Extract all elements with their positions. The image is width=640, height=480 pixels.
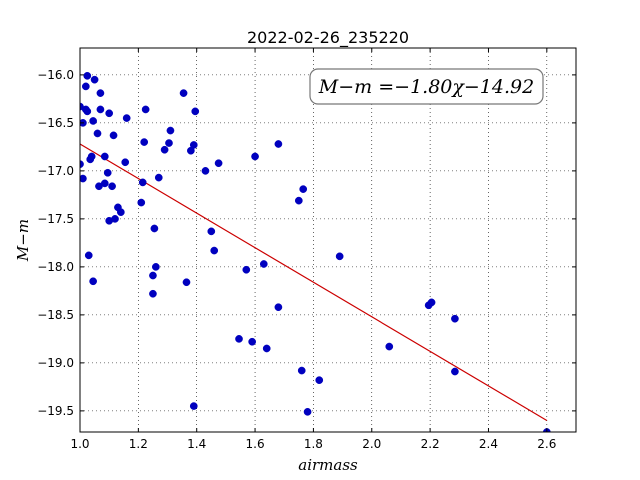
data-point [303, 407, 312, 416]
data-point [150, 224, 159, 233]
data-point [100, 152, 109, 161]
data-point [96, 105, 105, 114]
data-point [121, 158, 130, 167]
data-point [248, 337, 256, 346]
x-tick-label: 1.6 [246, 437, 265, 451]
data-point [451, 367, 459, 376]
data-point [297, 366, 306, 375]
data-point [80, 174, 87, 183]
data-point [116, 208, 125, 217]
data-point [109, 131, 118, 140]
chart-title: 2022-02-26_235220 [247, 28, 409, 48]
data-point [154, 173, 163, 182]
data-point [274, 303, 283, 312]
data-point [189, 402, 198, 410]
y-tick-label: −19.0 [37, 356, 74, 370]
data-point [427, 298, 436, 307]
plot-frame [79, 47, 577, 433]
data-point [105, 109, 114, 118]
data-point [189, 141, 198, 149]
point-layer [80, 71, 551, 432]
data-point [335, 252, 344, 261]
data-point [90, 75, 99, 84]
y-tick-label: −16.0 [37, 68, 74, 82]
data-point [103, 168, 112, 177]
data-point [299, 185, 308, 193]
data-point [201, 167, 210, 175]
data-point [149, 271, 157, 280]
y-tick-label: −19.5 [37, 404, 74, 418]
grid-layer [79, 48, 576, 432]
data-point [294, 196, 303, 205]
y-tick-label: −18.5 [37, 308, 74, 322]
data-point [315, 376, 324, 385]
fit-layer [79, 143, 548, 421]
x-tick-label: 1.4 [187, 437, 206, 451]
data-point [89, 117, 97, 125]
data-point [165, 139, 173, 147]
y-tick-label: −17.5 [37, 212, 74, 226]
data-point [84, 251, 93, 260]
data-point [182, 278, 191, 287]
data-point [251, 152, 259, 161]
data-point [137, 198, 146, 207]
data-point [81, 82, 90, 91]
data-point [108, 182, 116, 191]
data-point [141, 105, 150, 114]
data-point [89, 277, 97, 286]
data-point [451, 314, 459, 323]
data-point [140, 138, 149, 146]
data-point [259, 260, 268, 268]
x-tick-label: 1.8 [304, 437, 323, 451]
data-point [83, 107, 92, 116]
data-point [100, 179, 109, 188]
data-point [122, 114, 131, 122]
data-point [160, 145, 169, 154]
data-point [152, 263, 160, 271]
data-point [87, 152, 96, 161]
data-point [149, 289, 157, 298]
data-point [235, 335, 243, 343]
data-point [262, 344, 271, 353]
fit-equation-label: M−m =−1.80χ−14.92 [318, 76, 534, 98]
x-tick-label: 2.6 [537, 437, 556, 451]
data-point [138, 178, 147, 187]
annotation-box-frame [309, 68, 544, 105]
data-point [191, 107, 200, 116]
x-tick-label: 1.0 [70, 437, 89, 451]
y-axis-label: M−m [14, 219, 32, 262]
data-point [111, 215, 119, 223]
data-point [93, 129, 102, 138]
data-point [166, 126, 175, 135]
y-tick-label: −18.0 [37, 260, 74, 274]
data-point [242, 265, 251, 274]
x-tick-label: 1.2 [129, 437, 148, 451]
data-point [207, 227, 216, 236]
tick-layer: 1.0 1.2 1.4 1.6 1.8 2.0 2.2 2.4 2.6 −16.0 −16.5 −17… [37, 48, 576, 451]
x-tick-label: 2.0 [362, 437, 381, 451]
y-tick-label: −17.0 [37, 164, 74, 178]
data-point [179, 89, 188, 97]
fit-line [79, 143, 548, 421]
data-point [385, 342, 394, 351]
y-tick-label: −16.5 [37, 116, 74, 130]
data-point [96, 89, 105, 97]
x-tick-label: 2.2 [421, 437, 440, 451]
data-point [83, 71, 92, 80]
x-tick-label: 2.4 [479, 437, 498, 451]
data-point [274, 140, 283, 148]
data-point [214, 159, 223, 168]
fit-annotation-box: M−m =−1.80χ−14.92 [309, 68, 544, 105]
data-point [210, 246, 219, 255]
x-axis-label: airmass [298, 456, 358, 474]
